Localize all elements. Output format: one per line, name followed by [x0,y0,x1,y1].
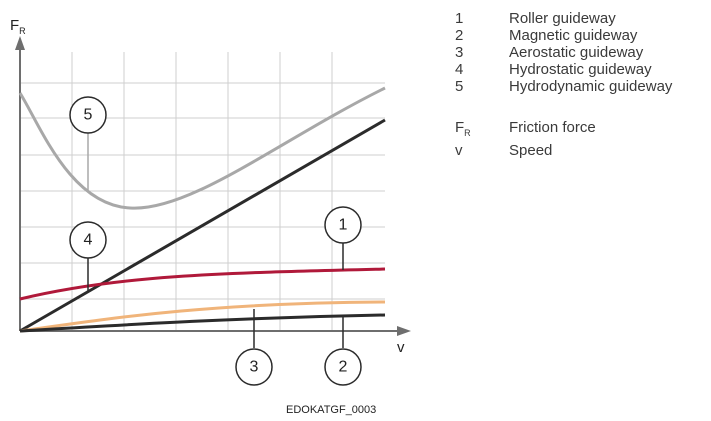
svg-text:2: 2 [339,359,348,376]
x-axis-label: v [397,339,405,356]
curve-aerostatic [19,300,386,333]
legend-symbol: v [455,142,463,159]
legend-spacer [455,95,672,119]
curve-hydrodynamic [18,86,386,210]
curve-roller [19,267,386,301]
legend-key: 2 [455,27,464,44]
legend-item: 1 Roller guideway [455,10,672,27]
legend-symbol-item: FR Friction force [455,119,672,142]
legend-label: Aerostatic guideway [509,44,644,61]
callout-1: 1 [324,206,362,244]
svg-text:4: 4 [84,232,93,249]
legend-label: Hydrodynamic guideway [509,78,673,95]
y-axis-arrow [15,36,25,50]
callout-2: 2 [324,348,362,386]
legend-item: 2 Magnetic guideway [455,27,672,44]
callout-5: 5 [69,96,107,134]
legend-item: 4 Hydrostatic guideway [455,61,672,78]
curve-magnetic [19,313,386,333]
y-axis-label: FR [10,17,26,36]
legend-label: Magnetic guideway [509,27,638,44]
legend-item: 5 Hydrodynamic guideway [455,78,672,95]
curve-hydrostatic [19,118,386,333]
callout-4: 4 [69,221,107,259]
legend-key: 4 [455,61,464,78]
svg-text:5: 5 [84,107,93,124]
x-axis-arrow [397,326,411,336]
legend-key: 5 [455,78,464,95]
legend-item: 3 Aerostatic guideway [455,44,672,61]
legend-symbol-item: v Speed [455,142,672,165]
axes [15,36,411,336]
legend-label: Hydrostatic guideway [509,61,652,78]
legend-key: 3 [455,44,464,61]
legend-key: 1 [455,10,464,27]
legend-symbol-label: Speed [509,142,553,159]
callout-3: 3 [235,348,273,386]
legend-symbol-label: Friction force [509,119,596,136]
figure-code: EDOKATGF_0003 [286,404,376,416]
legend-symbol: FR [455,119,471,138]
svg-text:3: 3 [250,359,259,376]
legend-label: Roller guideway [509,10,616,27]
legend: 1 Roller guideway 2 Magnetic guideway 3 … [455,10,672,165]
svg-text:1: 1 [339,217,348,234]
